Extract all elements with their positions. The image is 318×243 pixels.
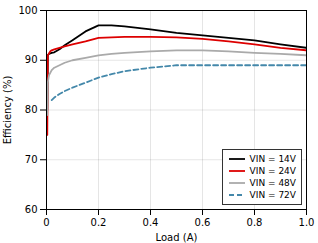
svg-text:60: 60	[25, 204, 38, 215]
svg-text:90: 90	[25, 54, 38, 65]
svg-text:0.6: 0.6	[195, 217, 211, 228]
html-text:VIN = 72V: VIN = 72V	[249, 190, 296, 200]
svg-text:Load (A): Load (A)	[156, 232, 198, 243]
html-text:VIN = 24V: VIN = 24V	[249, 166, 296, 176]
svg-text:Efficiency (%): Efficiency (%)	[2, 76, 13, 145]
svg-text:80: 80	[25, 104, 38, 115]
svg-text:70: 70	[25, 154, 38, 165]
svg-text:0.4: 0.4	[143, 217, 159, 228]
html-text:VIN = 14V: VIN = 14V	[249, 154, 296, 164]
svg-text:0.8: 0.8	[247, 217, 263, 228]
svg-text:0: 0	[43, 217, 49, 228]
svg-text:100: 100	[18, 5, 37, 16]
svg-text:0.2: 0.2	[91, 217, 107, 228]
svg-text:1.0: 1.0	[299, 217, 315, 228]
html-text:VIN = 48V: VIN = 48V	[249, 178, 296, 188]
